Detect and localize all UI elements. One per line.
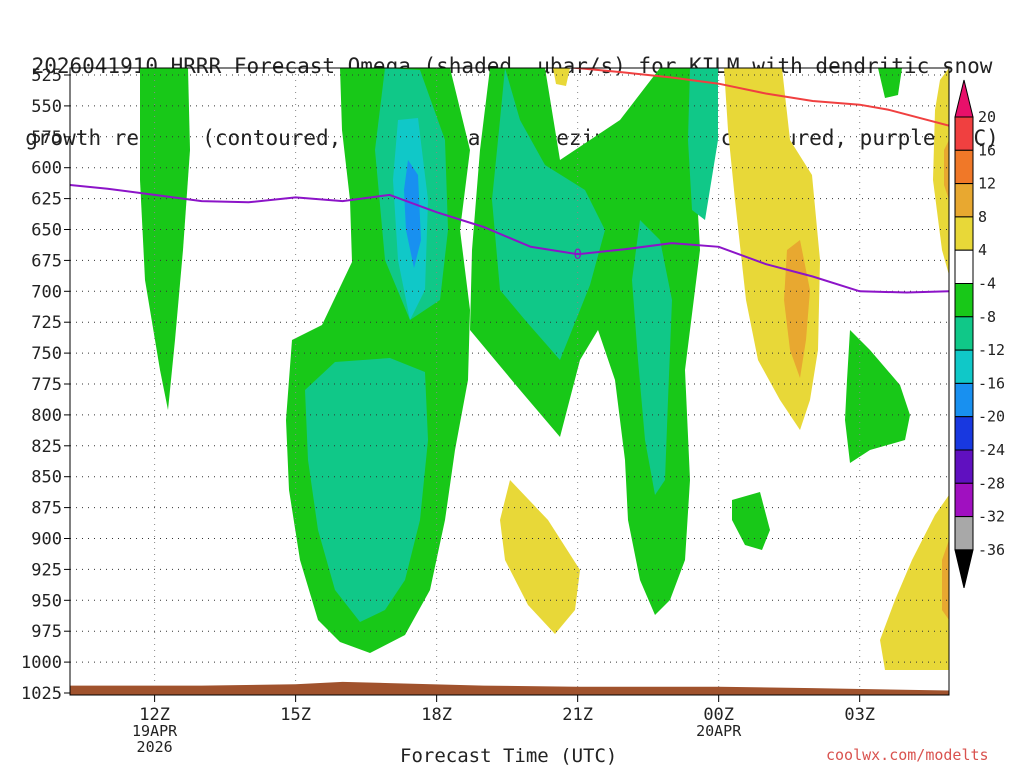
y-tick-label: 725 [31, 313, 62, 333]
colorbar-label: 12 [978, 175, 996, 193]
x-axis-label: Forecast Time (UTC) [400, 745, 618, 767]
colorbar-label: 8 [978, 208, 987, 226]
dgz-contour [566, 68, 949, 127]
y-tick-label: 900 [31, 530, 62, 550]
x-tick-label: 00Z [703, 705, 734, 725]
x-date-label: 20APR [696, 722, 742, 740]
colorbar-seg [954, 216, 974, 251]
omega-region-teal [632, 220, 672, 495]
omega-region-orange [942, 540, 949, 620]
colorbar-seg [954, 316, 974, 351]
omega-region-teal [305, 358, 428, 622]
colorbar-label: -4 [978, 275, 996, 293]
y-tick-label: 975 [31, 622, 62, 642]
freezing-level-label: 0 [573, 247, 581, 263]
x-tick-label: 15Z [280, 705, 311, 725]
x-date-label: 19APR [132, 722, 178, 740]
y-tick-label: 950 [31, 591, 62, 611]
colorbar-seg [954, 382, 974, 418]
y-tick-label: 800 [31, 406, 62, 426]
y-tick-label: 750 [31, 344, 62, 364]
freezing-level-line [70, 184, 949, 294]
colorbar-seg [954, 449, 974, 484]
omega-region-yellow [500, 480, 580, 634]
colorbar-label: -24 [978, 441, 1005, 459]
colorbar-label: -16 [978, 374, 1005, 392]
x-tick-label: 18Z [421, 705, 452, 725]
omega-shading [140, 68, 949, 670]
credit-link[interactable]: coolwx.com/modelts [826, 746, 989, 764]
colorbar-seg [954, 482, 974, 518]
plot-frame [69, 67, 950, 696]
colorbar-label: -12 [978, 341, 1005, 359]
y-axis: 525 550 575 600 625 650 675 700 725 750 775 800 825 8… [21, 66, 70, 704]
y-tick-label: 825 [31, 437, 62, 457]
omega-region-blue [404, 160, 421, 268]
colorbar-label: -32 [978, 508, 1005, 526]
y-tick-label: 875 [31, 499, 62, 519]
y-tick-label: 600 [31, 159, 62, 179]
colorbar-seg-bottom [954, 549, 974, 589]
colorbar-label: -36 [978, 541, 1005, 559]
omega-region-teal [688, 68, 718, 220]
y-tick-label: 1025 [21, 684, 62, 704]
colorbar-seg [954, 183, 974, 218]
ground-terrain [70, 681, 949, 695]
colorbar-seg [954, 249, 974, 284]
colorbar: 20 16 12 8 4 -4 -8 -12 -16 -20 -24 -28 -32 -36 [954, 79, 1005, 589]
omega-region-teal [492, 68, 605, 360]
omega-region-green [732, 492, 770, 550]
colorbar-label: 20 [978, 108, 996, 126]
omega-region-yellow [553, 68, 570, 86]
y-tick-label: 575 [31, 128, 62, 148]
colorbar-label: 16 [978, 141, 996, 159]
colorbar-label: -20 [978, 408, 1005, 426]
x-date-label: 2026 [137, 738, 173, 756]
freezing-level-contour: 0 [70, 184, 949, 294]
y-tick-label: 1000 [21, 653, 62, 673]
colorbar-label: -28 [978, 474, 1005, 492]
x-tick-label: 21Z [562, 705, 593, 725]
omega-region-green [845, 330, 910, 463]
y-tick-label: 625 [31, 190, 62, 210]
colorbar-seg [954, 149, 974, 185]
omega-region-yellow [933, 68, 949, 275]
omega-region-green [878, 68, 902, 98]
x-tick-label: 03Z [844, 705, 875, 725]
omega-region-yellow [880, 495, 949, 670]
colorbar-label: 4 [978, 241, 987, 259]
ground-area [70, 681, 949, 695]
y-tick-label: 675 [31, 251, 62, 271]
colorbar-seg [954, 116, 974, 151]
colorbar-seg [954, 349, 974, 384]
omega-region-green [140, 68, 190, 410]
x-tick-label: 12Z [139, 705, 170, 725]
colorbar-seg [954, 416, 974, 451]
colorbar-label: -8 [978, 308, 996, 326]
y-tick-label: 700 [31, 282, 62, 302]
omega-region-yellow [724, 68, 820, 430]
y-tick-label: 850 [31, 468, 62, 488]
colorbar-seg-top [954, 79, 974, 118]
omega-region-orange [944, 140, 949, 200]
y-tick-label: 550 [31, 97, 62, 117]
y-tick-label: 925 [31, 560, 62, 580]
colorbar-seg [954, 516, 974, 551]
y-tick-label: 525 [31, 66, 62, 86]
y-tick-label: 650 [31, 221, 62, 241]
y-tick-label: 775 [31, 375, 62, 395]
dgz-contour-line [566, 68, 949, 127]
colorbar-seg [954, 283, 974, 318]
